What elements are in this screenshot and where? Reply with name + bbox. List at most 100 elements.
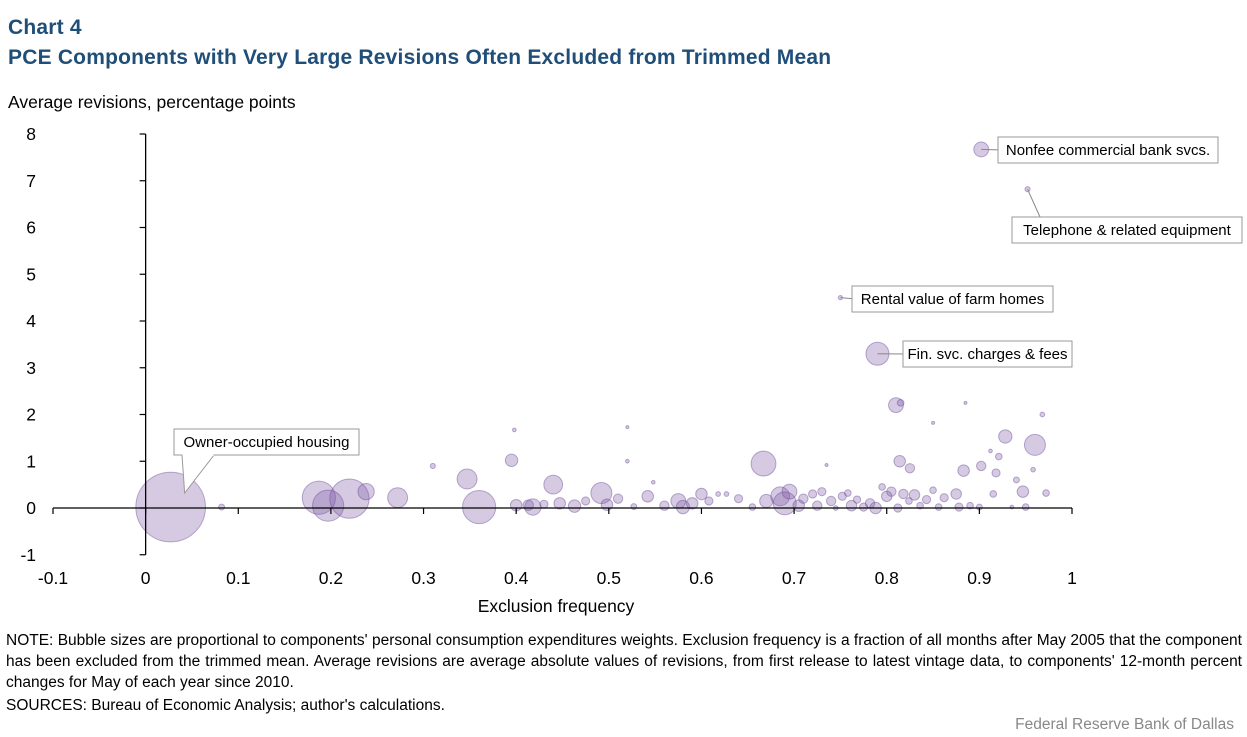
x-tick-label: -0.1 xyxy=(38,568,68,588)
bubble-point xyxy=(781,483,798,500)
bubble-point xyxy=(685,497,699,510)
bubble-point xyxy=(581,496,591,506)
bubble-point xyxy=(704,496,714,506)
x-tick-label: 0.5 xyxy=(597,568,621,588)
bubble-point xyxy=(750,450,777,477)
bubble-point xyxy=(770,486,791,507)
bubble-point xyxy=(748,503,757,511)
bubble-point xyxy=(843,489,852,497)
bubble-point xyxy=(957,464,970,477)
bubble-point xyxy=(659,500,670,511)
bubble-point xyxy=(600,498,614,511)
y-tick-label: 8 xyxy=(26,124,36,144)
axes-layer xyxy=(52,133,1073,556)
bubble-point xyxy=(612,493,624,504)
annotation-label: Rental value of farm homes xyxy=(861,291,1044,308)
x-tick-label: 0 xyxy=(141,568,151,588)
bubble-point xyxy=(824,462,829,467)
bubble-point xyxy=(837,491,847,501)
bubble-point xyxy=(988,448,993,454)
bubble-chart: -0.1 0 0.1 0.2 0.3 0.4 0.5 0.6 0.7 0.8 0.9 1 -1 0 1 2 3 4… xyxy=(20,124,1243,616)
bubble-point xyxy=(135,471,206,543)
bubble-point xyxy=(950,488,962,500)
bubble-point xyxy=(994,452,1003,461)
chart-title: PCE Components with Very Large Revisions… xyxy=(8,46,832,69)
bubble-point xyxy=(825,495,837,507)
y-tick-label: -1 xyxy=(20,545,36,565)
y-tick-label: 0 xyxy=(26,498,36,518)
bubble-point xyxy=(929,486,937,495)
tick-labels-layer: -0.1 0 0.1 0.2 0.3 0.4 0.5 0.6 0.7 0.8 0.9 1 -1 0 1 2 3 4… xyxy=(20,124,1076,588)
bubble-point xyxy=(1023,433,1046,456)
bubble-point xyxy=(1039,411,1046,418)
x-tick-label: 0.4 xyxy=(504,568,529,588)
annotation-callout: Telephone & related equipment xyxy=(1011,188,1243,244)
bubble-point xyxy=(859,502,869,512)
x-tick-label: 0.9 xyxy=(967,568,991,588)
bubble-point xyxy=(512,427,517,433)
bubble-point xyxy=(954,502,964,512)
annotation-callout: Nonfee commercial bank svcs. xyxy=(981,136,1219,164)
y-tick-label: 5 xyxy=(26,264,36,284)
bubble-point xyxy=(998,429,1013,444)
bubble-point xyxy=(504,453,519,468)
bubble-point xyxy=(852,495,862,504)
bubble-point xyxy=(567,499,582,513)
bubble-point xyxy=(524,498,542,516)
bubble-point xyxy=(921,495,932,505)
bubble-point xyxy=(1012,476,1020,484)
chart-sources: SOURCES: Bureau of Economic Analysis; au… xyxy=(6,697,445,714)
bubble-point xyxy=(429,462,436,469)
bubble-point xyxy=(312,489,345,522)
bubble-point xyxy=(772,491,797,516)
bubble-point xyxy=(462,489,497,525)
bubble-point xyxy=(896,398,905,407)
bubble-point xyxy=(888,397,904,414)
bubble-point xyxy=(1042,489,1050,497)
x-tick-label: 0.7 xyxy=(782,568,806,588)
bubble-point xyxy=(387,487,409,509)
chart-note: NOTE: Bubble sizes are proportional to c… xyxy=(6,632,1242,691)
bubble-point xyxy=(456,468,478,490)
bubble-point xyxy=(963,400,968,405)
bubble-point xyxy=(966,501,974,510)
bubble-point xyxy=(695,487,708,501)
annotation-callout: Rental value of farm homes xyxy=(840,285,1054,313)
x-tick-label: 0.1 xyxy=(226,568,250,588)
bubble-point xyxy=(931,420,936,425)
bubble-point xyxy=(878,483,886,491)
bubble-point xyxy=(553,497,566,510)
bubble-point xyxy=(1016,485,1030,498)
annotation-label: Nonfee commercial bank svcs. xyxy=(1006,142,1210,159)
bubble-point xyxy=(880,490,893,503)
bubble-point xyxy=(886,486,897,497)
y-tick-label: 2 xyxy=(26,405,36,425)
x-tick-label: 0.6 xyxy=(689,568,713,588)
bubble-point xyxy=(817,487,827,497)
bubble-point xyxy=(641,490,654,503)
bubble-point xyxy=(991,468,1001,478)
bubble-point xyxy=(630,503,638,511)
bubble-point xyxy=(543,474,564,495)
bubble-point xyxy=(898,488,909,500)
y-tick-label: 3 xyxy=(26,358,36,378)
bubble-point xyxy=(357,483,375,501)
annotation-label: Telephone & related equipment xyxy=(1023,222,1231,239)
bubble-point xyxy=(939,493,949,503)
y-tick-label: 1 xyxy=(26,451,36,471)
bubble-point xyxy=(976,460,987,472)
bubble-point xyxy=(1021,503,1030,511)
bubble-point xyxy=(905,497,913,505)
credit-line: Federal Reserve Bank of Dallas xyxy=(1015,716,1234,733)
annotation-callout: Fin. svc. charges & fees xyxy=(877,340,1073,368)
bubble-point xyxy=(625,425,630,430)
bubble-point xyxy=(798,493,809,504)
bubble-point xyxy=(218,503,226,511)
bubble-point xyxy=(590,482,613,505)
x-axis-label: Exclusion frequency xyxy=(478,596,635,616)
bubble-point xyxy=(808,489,818,499)
y-tick-label: 6 xyxy=(26,218,36,238)
bubble-point xyxy=(934,503,943,511)
bubble-point xyxy=(1024,186,1031,193)
bubble-point xyxy=(916,501,924,510)
